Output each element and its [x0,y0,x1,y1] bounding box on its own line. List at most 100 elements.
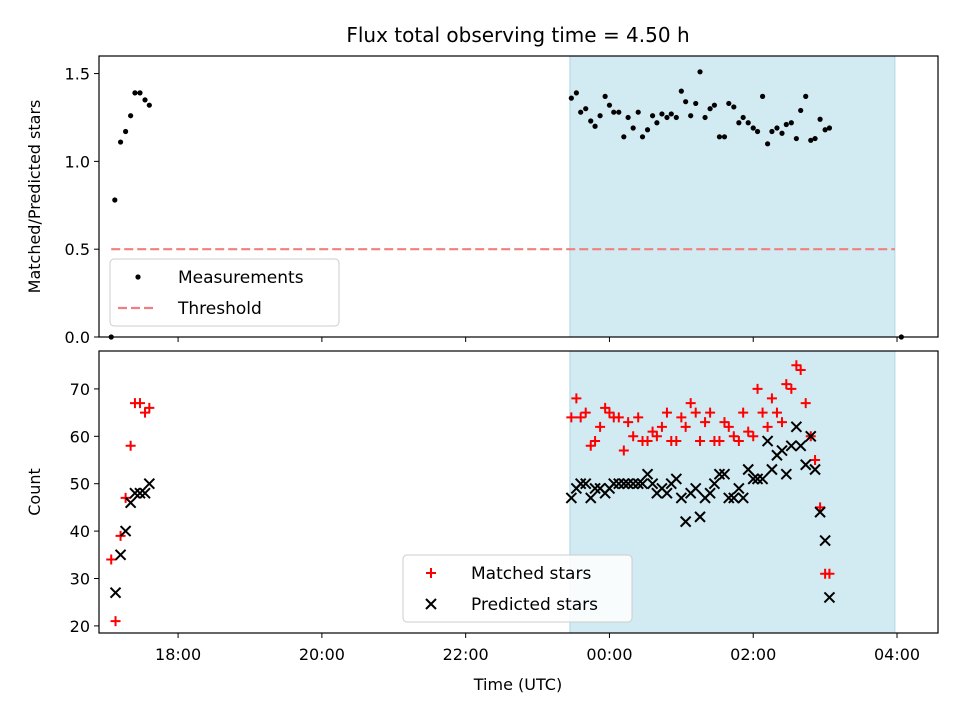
matched-stars-point [623,417,634,428]
measurement-point [578,109,584,115]
matched-stars-point [700,417,711,428]
measurement-point [765,141,771,147]
x-tick-label: 22:00 [443,645,489,664]
matched-stars-point [795,364,806,375]
legend-label: Matched stars [471,564,591,584]
measurement-point [783,121,789,128]
panel-2: 20 30 40 50 60 70 18:00 20:00 22:00 00:00 02:00 04:… [25,350,939,664]
legend-label: Predicted stars [471,595,598,615]
matched-stars-point [633,412,644,423]
predicted-stars-point [737,492,749,504]
measurement-point [128,113,134,119]
predicted-stars-point [800,459,812,471]
y-axis-label: Matched/Predicted stars [25,100,44,294]
matched-stars-point [766,393,777,404]
measurement-point [659,111,665,117]
matched-stars-point [800,398,811,409]
matched-stars-point [671,436,682,447]
matched-stars-point [714,436,725,447]
measurement-point [798,107,804,114]
predicted-stars-point [718,468,731,480]
measurement-point [697,69,703,75]
matched-stars-point [613,412,624,423]
matched-stars-point [106,554,117,565]
predicted-stars-point [124,496,137,509]
matched-stars-point [824,568,835,579]
matched-stars-point [618,445,629,456]
predicted-stars-point [756,473,769,485]
matched-stars-point [771,407,782,418]
matched-stars-point [781,379,792,390]
measurement-point [635,109,641,115]
predicted-stars-point [565,492,578,504]
measurement-point [817,116,823,122]
predicted-stars-point [723,492,735,504]
y-tick-label: 0.0 [65,328,90,347]
legend-predicted-swatch [425,598,437,610]
predicted-stars-point [574,477,587,490]
predicted-stars-point [704,487,716,499]
predicted-stars-point [114,549,127,561]
measurement-point [678,88,684,94]
predicted-stars-point [613,477,625,490]
predicted-stars-point [143,477,156,490]
predicted-stars-point [690,482,702,495]
measurement-point [654,120,660,126]
measurement-point [826,125,833,131]
chart-title: Flux total observing time = 4.50 h [346,23,689,47]
measurement-point [779,130,785,136]
matched-stars-point [748,431,759,442]
x-tick-label: 00:00 [586,645,632,664]
y-tick-label: 0.5 [65,240,90,259]
y-tick-label: 1.0 [65,152,90,171]
measurement-point [808,137,814,143]
matched-stars-point [125,440,136,451]
measurement-point [592,123,598,129]
measurement-point [616,109,622,115]
measurement-point [707,106,713,112]
measurement-point [726,100,732,107]
plot-frame [98,55,939,338]
predicted-stars-point [618,477,630,490]
measurement-point [683,99,689,105]
predicted-stars-point [646,477,659,490]
predicted-stars-point [761,435,774,447]
predicted-stars-point [661,487,673,499]
measurement-point [673,114,679,121]
measurement-point [745,120,751,126]
measurement-point [602,93,608,99]
measurement-point [573,90,579,96]
y-tick-label: 30 [70,569,90,588]
measurement-point [822,127,828,133]
predicted-stars-point [632,477,644,490]
x-axis-label: Time (UTC) [473,675,562,694]
predicted-stars-point [134,487,146,499]
x-tick-label: 20:00 [299,645,345,664]
measurement-point [588,118,594,124]
measurement-point [664,114,670,121]
matched-stars-point [786,383,797,394]
panel-1: 0.0 0.5 1.0 1.5 Matched/Predicted stars Measu… [25,55,939,347]
legend-box [402,554,633,623]
predicted-stars-point [776,444,788,457]
predicted-stars-point [809,463,821,476]
predicted-stars-point [109,587,122,599]
measurement-point [759,93,766,99]
predicted-stars-point [742,463,754,476]
predicted-stars-point [129,487,141,499]
matched-stars-point [728,431,739,442]
y-tick-label: 1.5 [65,65,90,84]
observing-window-shade [569,55,896,338]
matched-stars-point [690,407,701,418]
predicted-stars-point [679,515,692,528]
predicted-stars-point [675,492,688,504]
measurement-point [132,90,138,96]
measurement-point [803,93,809,99]
matched-stars-point [590,436,601,447]
predicted-stars-point [728,492,740,504]
measurement-point [630,125,636,131]
predicted-stars-point [785,440,798,452]
matched-stars-point [656,421,667,432]
predicted-stars-point [766,463,778,476]
measurement-point [568,95,574,101]
